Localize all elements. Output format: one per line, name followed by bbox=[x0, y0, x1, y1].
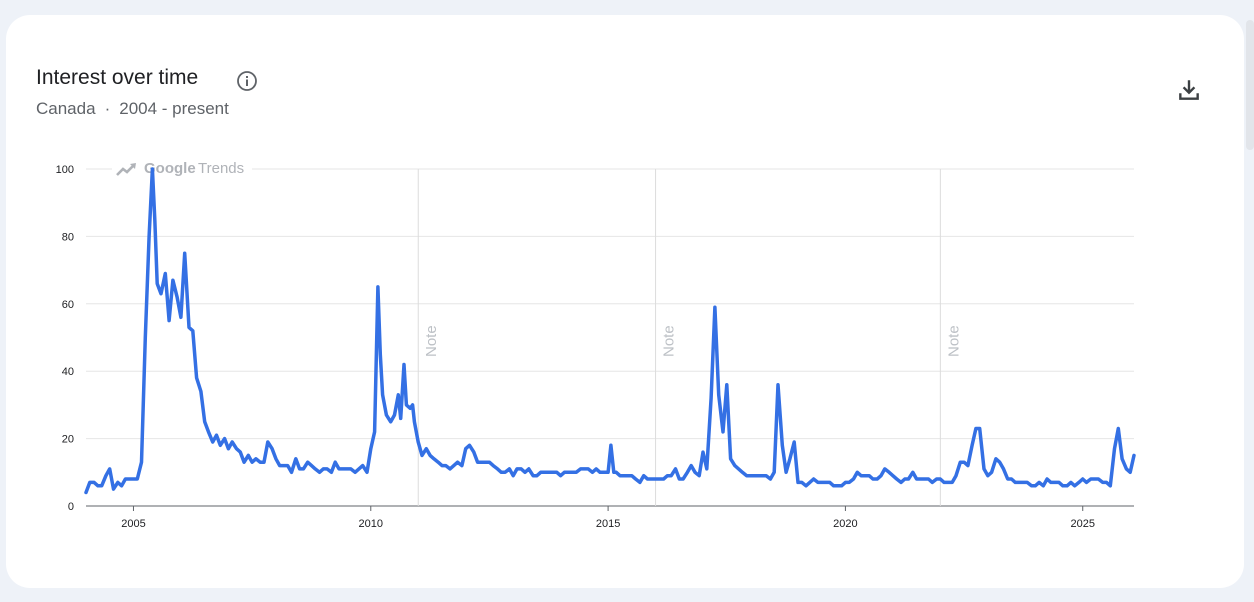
interest-over-time-card bbox=[6, 15, 1244, 588]
watermark-product: Trends bbox=[198, 160, 244, 177]
grid-layer: Note Note Note bbox=[86, 168, 1134, 507]
x-tick-label: 2015 bbox=[596, 518, 620, 530]
download-icon[interactable] bbox=[1176, 77, 1202, 103]
chart-title: Interest over time bbox=[36, 66, 199, 89]
y-tick-label: 60 bbox=[62, 299, 74, 311]
y-tick-label: 20 bbox=[62, 434, 74, 446]
x-tick-label: 2025 bbox=[1070, 518, 1094, 530]
time-range-label: 2004 - present bbox=[119, 99, 229, 118]
note-label: Note bbox=[423, 325, 440, 357]
y-tick-label: 0 bbox=[68, 501, 74, 513]
x-tick-label: 2010 bbox=[359, 518, 383, 530]
info-icon[interactable] bbox=[236, 70, 258, 92]
google-trends-watermark: Google Trends bbox=[112, 159, 252, 179]
y-tick-label: 100 bbox=[56, 164, 74, 176]
y-tick-label: 80 bbox=[62, 231, 74, 243]
separator-dot: · bbox=[104, 99, 111, 118]
x-tick-label: 2020 bbox=[833, 518, 857, 530]
x-tick-label: 2005 bbox=[121, 518, 145, 530]
region-label: Canada bbox=[36, 99, 96, 118]
note-label: Note bbox=[661, 325, 678, 357]
trends-logo-icon bbox=[116, 164, 135, 176]
page-scrollbar[interactable] bbox=[1246, 20, 1254, 150]
chart-subtitle: Canada · 2004 - present bbox=[36, 99, 229, 119]
tick-layer: 0 20 40 60 80 100 2005 2010 2015 2020 2025 bbox=[56, 164, 1095, 530]
watermark-brand: Google bbox=[144, 160, 196, 177]
series-line-1 bbox=[84, 167, 1136, 495]
note-label: Note bbox=[945, 325, 962, 357]
line-layer bbox=[84, 167, 1136, 495]
y-tick-label: 40 bbox=[62, 366, 74, 378]
